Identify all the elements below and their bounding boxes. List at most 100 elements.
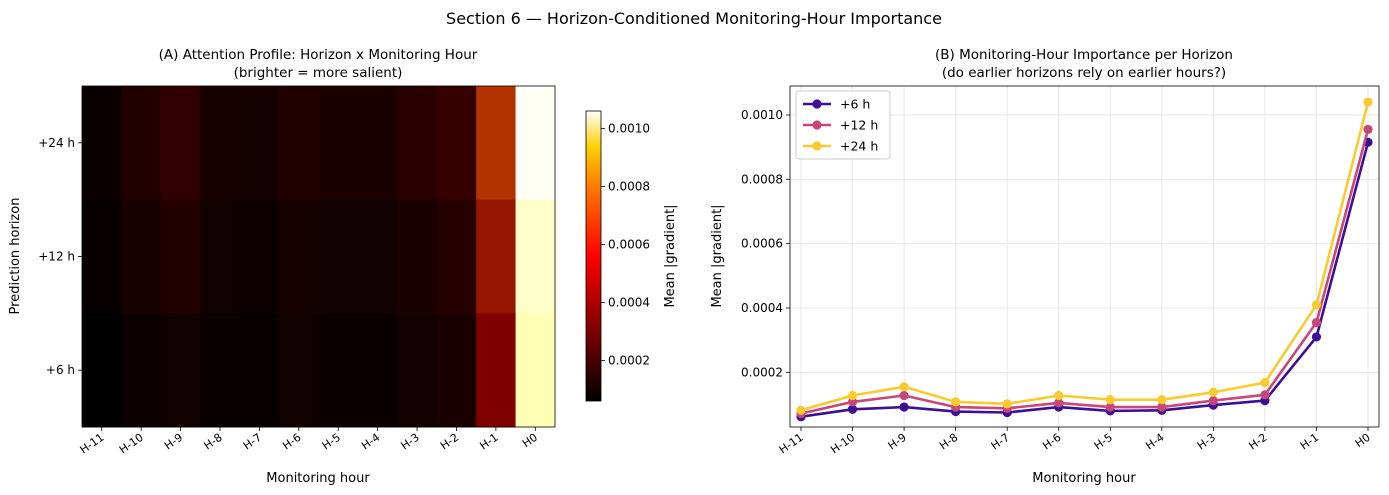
series-point [1208,396,1218,406]
line-title-line2: (do earlier horizons rely on earlier hou… [942,65,1226,81]
line-y-tick-label: 0.0002 [741,365,783,379]
series-point [1260,378,1270,388]
heatmap-cell [200,313,241,428]
line-x-tick-label: H-8 [937,431,960,453]
legend-label: +6 h [840,97,870,112]
colorbar-tick-label: 0.0008 [608,179,650,193]
series-point [796,405,806,415]
heatmap-cell [160,86,201,201]
heatmap-cell [82,86,122,201]
series-point [1157,402,1167,412]
heatmap-x-tick-label: H-11 [77,431,106,457]
line-x-tick-label: H0 [1353,431,1373,450]
heatmap-cell [515,199,556,314]
series-line [800,141,1370,418]
heatmap-x-tick-label: H-10 [117,431,146,457]
line-y-tick-label: 0.0010 [741,108,783,122]
series-point [847,390,858,401]
heatmap-x-tick-label: H-6 [280,431,303,453]
series-point [847,397,858,407]
legend-label: +24 h [840,139,878,154]
heatmap-cell [121,313,162,428]
line-x-tick-label: H-11 [777,431,806,457]
heatmap-title-line2: (brighter = more salient) [234,65,403,81]
heatmap-cell [82,313,122,428]
heatmap-cell [476,199,517,314]
heatmap-ylabel: Prediction horizon [8,198,23,315]
series-point [1105,402,1115,412]
series-point [1208,387,1218,397]
heatmap-cell [397,313,438,428]
series-point [1311,332,1322,342]
heatmap-x-tick-label: H-2 [438,431,461,453]
heatmap-x-tick-label: H-1 [477,431,500,453]
colorbar-ticks: 0.0002 0.0004 0.0006 0.0008 0.0010 [601,121,650,367]
heatmap-cell [200,86,241,201]
series-point [1157,395,1167,405]
line-x-tick-label: H-4 [1143,431,1166,453]
heatmap-y-tick-label: +12 h [38,250,75,264]
heatmap-y-tick-label: +24 h [38,136,75,150]
heatmap-xlabel: Monitoring hour [266,471,370,486]
legend-box [795,90,891,160]
heatmap-cell [279,199,319,314]
series-point [1260,390,1270,400]
heatmap-cell [239,86,280,201]
line-y-ticks: 0.0002 0.0004 0.0006 0.0008 0.0010 [741,108,790,379]
heatmap-cell [279,313,319,428]
series-point [1311,300,1322,310]
heatmap-cell [436,313,477,428]
heatmap-cell [318,313,359,428]
legend-marker [812,99,822,109]
heatmap-y-tick-label: +6 h [46,363,75,377]
line-ylabel: Mean |gradient| [710,204,725,307]
colorbar-label: Mean |gradient| [663,204,678,307]
line-x-tick-label: H-1 [1298,431,1321,453]
line-grid [790,86,1379,427]
line-x-tick-label: H-10 [828,431,857,457]
line-y-tick-label: 0.0008 [741,172,783,186]
heatmap-cell [160,199,201,314]
series-point [1002,399,1012,409]
line-series [796,97,1373,422]
line-x-tick-label: H-3 [1195,431,1218,453]
series-point [899,390,909,401]
colorbar-tick-label: 0.0010 [608,121,650,135]
line-y-tick-label: 0.0004 [741,301,783,315]
heatmap-x-tick-label: H0 [520,431,540,450]
series-point [847,404,858,414]
line-x-tick-label: H-2 [1246,431,1269,453]
heatmap-cell [200,199,241,314]
line-xlabel: Monitoring hour [1032,471,1136,486]
heatmap-cell [357,313,398,428]
heatmap-cell [397,199,438,314]
heatmap-cell [357,86,398,201]
legend-marker [812,120,822,130]
heatmap-cell [357,199,398,314]
heatmap-x-tick-label: H-3 [399,431,422,453]
heatmap-cell [239,199,280,314]
legend-label: +12 h [840,118,878,133]
heatmap-cell [121,199,162,314]
heatmap-cell [436,199,477,314]
heatmap-y-ticks: +24 h +12 h +6 h [38,136,82,377]
heatmap-cells [82,86,556,428]
legend: +6 h +12 h +24 h [795,90,891,160]
legend-marker [812,141,822,151]
series-point [1363,97,1373,107]
line-panel: (B) Monitoring-Hour Importance per Horiz… [710,47,1380,486]
series-point [1105,395,1115,405]
heatmap-cell [121,86,162,201]
series-point [1363,124,1373,135]
heatmap-cell [318,86,359,201]
heatmap-panel: (A) Attention Profile: Horizon x Monitor… [8,47,678,486]
series-point [951,397,961,407]
heatmap-cell [515,86,556,201]
heatmap-cell [239,313,280,428]
series-point [1054,390,1064,401]
colorbar-tick-label: 0.0004 [608,295,650,309]
heatmap-x-tick-label: H-8 [201,431,224,453]
series-line [800,101,1370,412]
series-point [1311,317,1322,328]
